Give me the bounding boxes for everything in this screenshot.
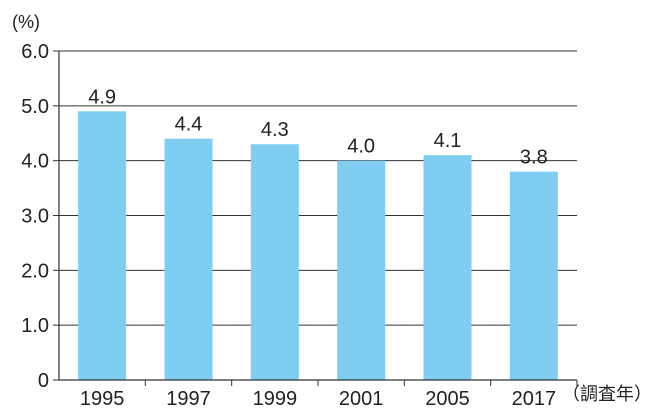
bar-1997 xyxy=(164,138,213,380)
bar-2017 xyxy=(509,171,558,380)
x-tick-label-2001: 2001 xyxy=(339,388,384,410)
data-label-1999: 4.3 xyxy=(261,119,289,141)
bar-1999 xyxy=(250,144,299,380)
x-tick-label-1995: 1995 xyxy=(80,388,125,410)
x-tick-labels: 1995 1997 1999 2001 2005 2017 xyxy=(80,388,556,410)
x-tick-label-1999: 1999 xyxy=(253,388,298,410)
y-tick-label: 1.0 xyxy=(21,315,49,337)
axes xyxy=(53,50,578,386)
y-tick-label: 2.0 xyxy=(21,260,49,282)
x-axis-unit-label: （調査年） xyxy=(562,384,648,404)
data-label-1995: 4.9 xyxy=(88,86,116,108)
data-labels: 4.9 4.4 4.3 4.0 4.1 3.8 xyxy=(88,86,547,168)
grid-lines xyxy=(59,50,577,326)
y-tick-label: 3.0 xyxy=(21,206,49,228)
bar-2001 xyxy=(337,160,386,380)
y-tick-labels: 0 1.0 2.0 3.0 4.0 5.0 6.0 xyxy=(21,41,49,392)
y-tick-label: 4.0 xyxy=(21,151,49,173)
bar-1995 xyxy=(78,111,127,381)
y-tick-label: 6.0 xyxy=(21,41,49,63)
x-tick-label-2017: 2017 xyxy=(512,388,557,410)
bars xyxy=(78,111,558,381)
data-label-1997: 4.4 xyxy=(175,114,203,136)
x-tick-label-1997: 1997 xyxy=(166,388,211,410)
y-axis-unit-label: (%) xyxy=(12,12,40,32)
data-label-2005: 4.1 xyxy=(434,130,462,152)
y-tick-label: 0 xyxy=(38,370,49,392)
data-label-2017: 3.8 xyxy=(520,147,548,169)
bar-2005 xyxy=(423,155,472,380)
data-label-2001: 4.0 xyxy=(347,136,375,158)
x-tick-label-2005: 2005 xyxy=(425,388,470,410)
y-tick-label: 5.0 xyxy=(21,96,49,118)
